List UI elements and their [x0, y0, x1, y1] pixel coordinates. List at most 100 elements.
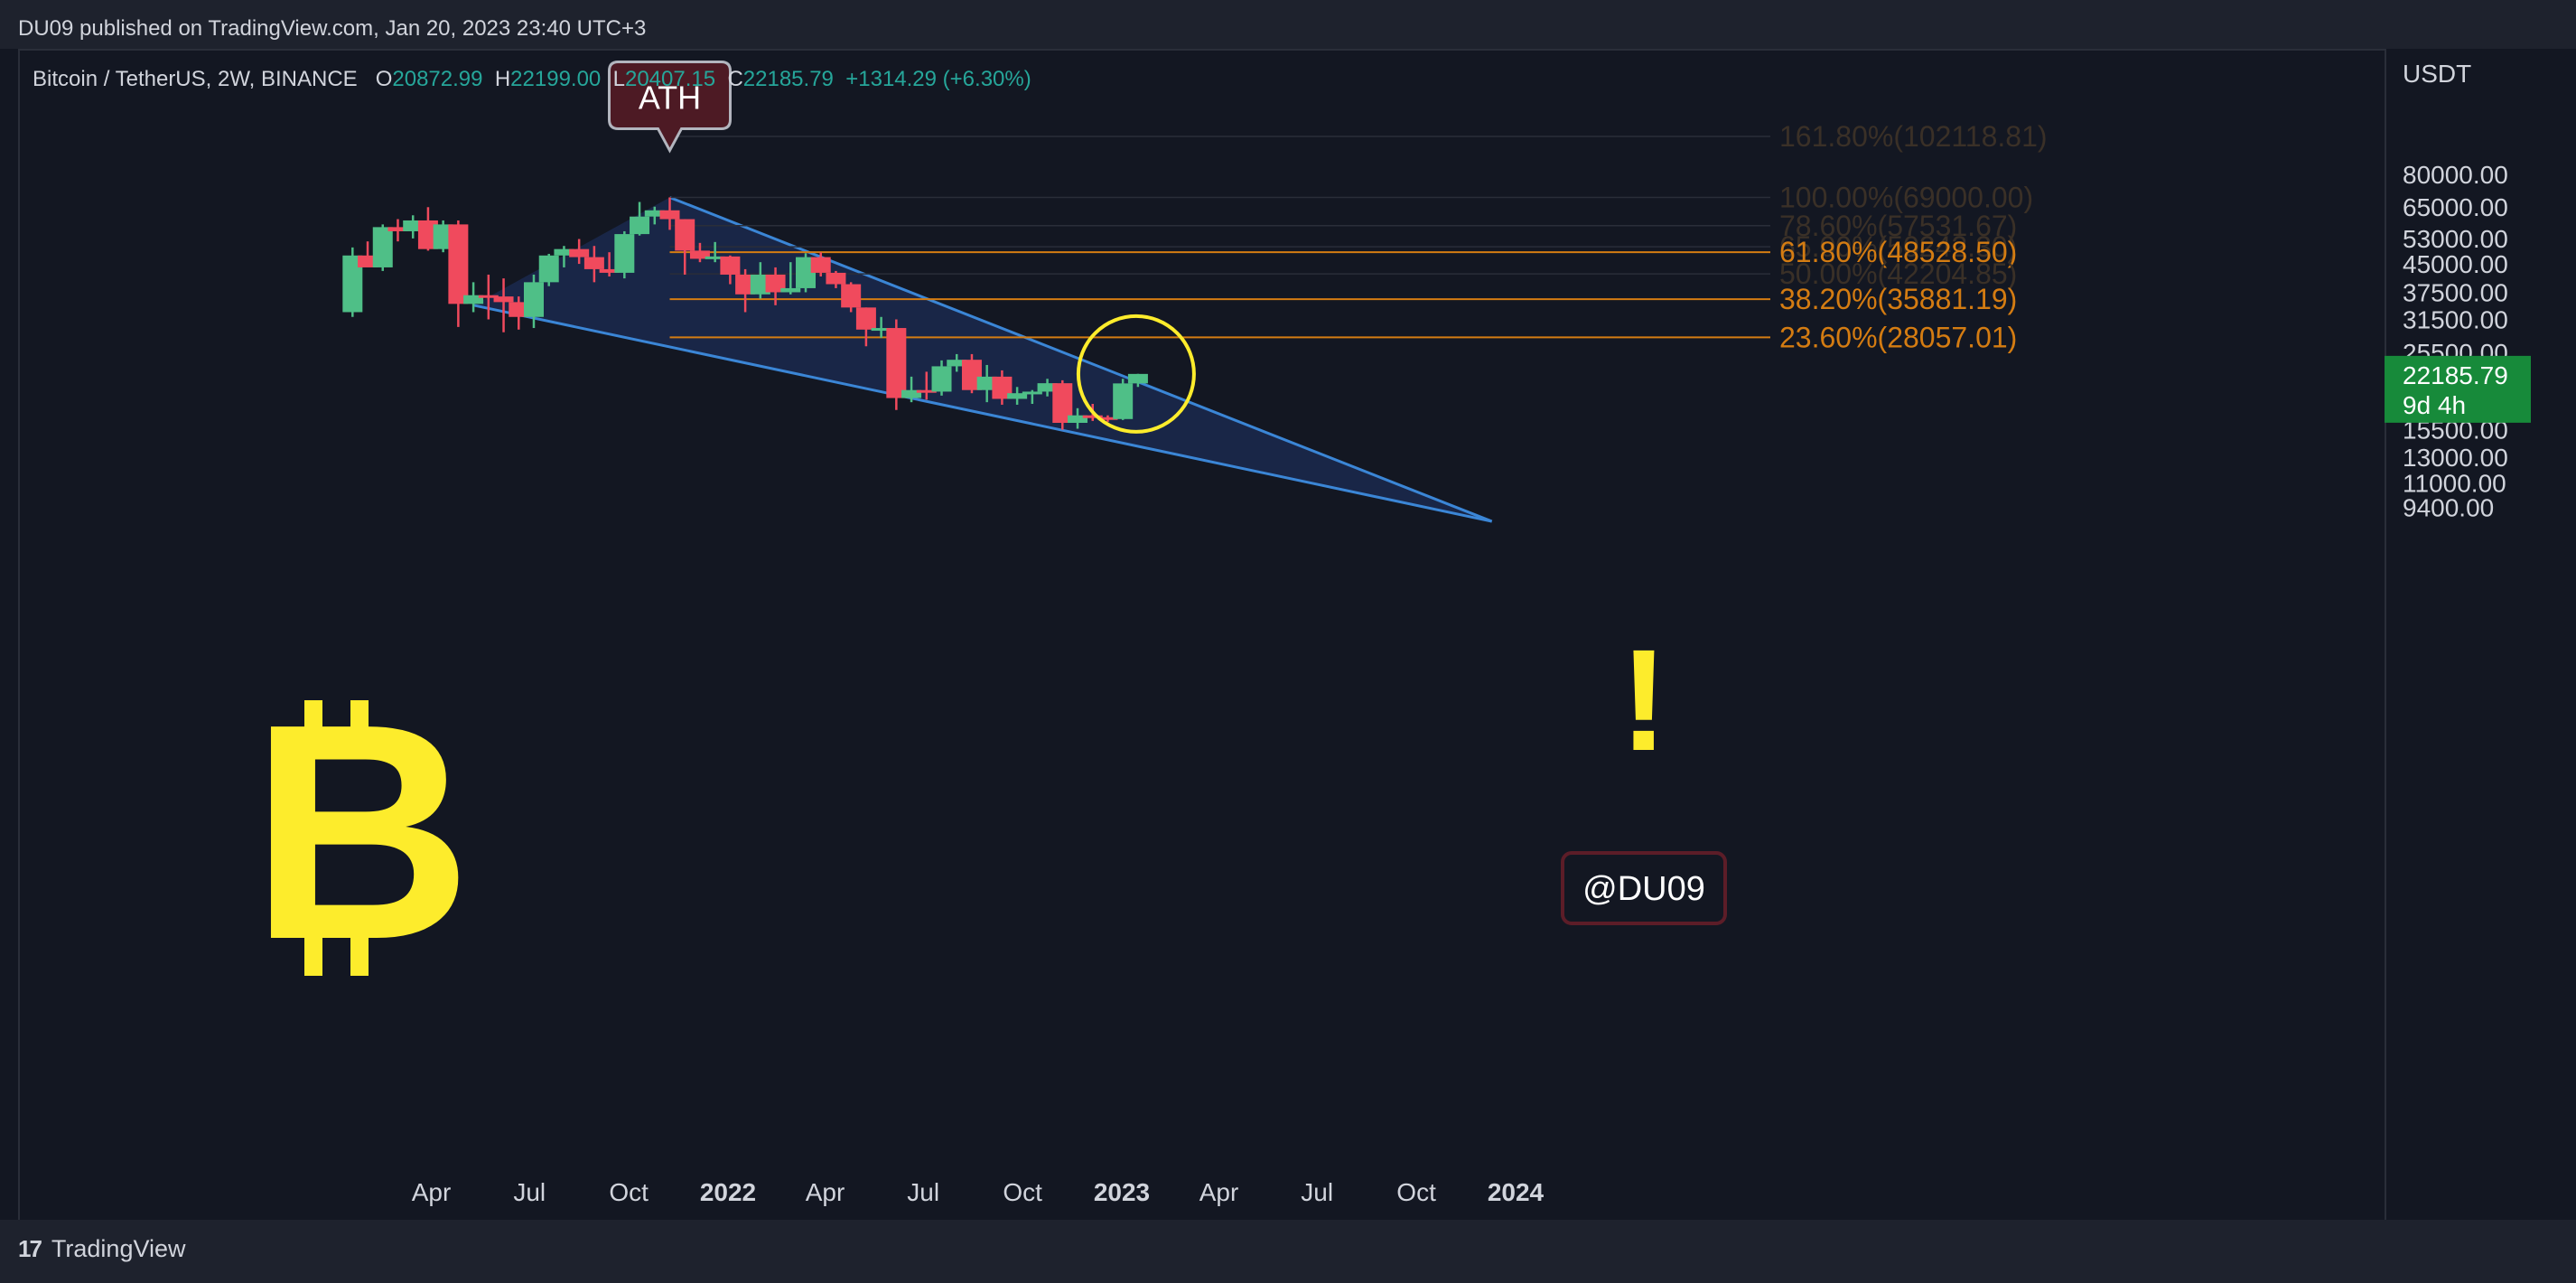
- tradingview-name: TradingView: [51, 1235, 186, 1262]
- symbol-name: Bitcoin / TetherUS, 2W, BINANCE: [33, 67, 358, 91]
- candle-body: [1113, 383, 1134, 419]
- candle-body: [1037, 383, 1058, 392]
- watermark-box: @DU09: [1561, 851, 1727, 925]
- candle-body: [750, 274, 770, 295]
- fib-retracement-group: 161.80%(102118.81) 100.00%(69000.00)78.60…: [669, 120, 2048, 353]
- publisher-bar: [0, 0, 2576, 49]
- symbol-legend[interactable]: Bitcoin / TetherUS, 2W, BINANCE O20872.9…: [33, 67, 1031, 92]
- high-label: H: [494, 67, 511, 91]
- last-price-value: 22185.79: [2403, 361, 2508, 389]
- low-value: 20407.15: [624, 67, 716, 91]
- time-tick-label: 2024: [1488, 1178, 1545, 1206]
- candle-body: [992, 376, 1013, 399]
- fib-label: 78.60%(57531.67): [1779, 210, 2017, 242]
- candle-body: [659, 210, 680, 220]
- candle-body: [1127, 373, 1148, 384]
- fib-label: 100.00%(69000.00): [1779, 181, 2033, 213]
- candle-body: [433, 224, 453, 249]
- candle-body: [448, 224, 469, 304]
- price-axis[interactable]: USDT 80000.00 65000.00 53000.0045000.003750…: [2385, 60, 2531, 522]
- candle-body: [871, 328, 891, 332]
- low-label: L: [612, 67, 625, 91]
- candle-body: [372, 227, 393, 267]
- candle-body: [810, 257, 831, 273]
- time-tick-label: Jul: [1301, 1178, 1333, 1206]
- candles-group: [342, 197, 1148, 430]
- candle-body: [358, 255, 378, 267]
- candle-body: [780, 287, 801, 293]
- time-tick-label: Oct: [1003, 1178, 1042, 1206]
- candle-body: [705, 256, 725, 259]
- candle-body: [1022, 391, 1042, 395]
- chart-frame: [18, 49, 2386, 1222]
- candle-body: [644, 210, 665, 217]
- candle-body: [947, 360, 967, 367]
- price-tick-label: 9400.00: [2403, 494, 2494, 522]
- candle-body: [1007, 393, 1028, 399]
- change-value: +1314.29 (+6.30%): [845, 67, 1031, 91]
- fib-label: 50.00%(42204.85): [1779, 258, 2017, 290]
- time-tick-label: 2022: [700, 1178, 756, 1206]
- candle-body: [387, 227, 408, 231]
- open-label: O: [375, 67, 393, 91]
- wedge-lower-line: [472, 304, 1493, 523]
- time-tick-label: Apr: [806, 1178, 845, 1206]
- watermark-text: @DU09: [1582, 870, 1705, 908]
- candle-body: [509, 302, 529, 317]
- fib-label: 23.60%(28057.01): [1779, 321, 2017, 353]
- time-tick-label: Apr: [412, 1178, 452, 1206]
- candle-body: [493, 296, 514, 303]
- footer-bar: [0, 1220, 2576, 1283]
- tradingview-logo-icon: 17: [18, 1235, 42, 1262]
- time-axis[interactable]: Apr Jul Oct 2022 Apr Jul Oct 2023 Apr Jul Oct 2024: [412, 1178, 1545, 1206]
- candle-body: [901, 389, 922, 398]
- candle-body: [689, 250, 710, 259]
- candle-body: [569, 248, 590, 258]
- time-tick-label: Apr: [1199, 1178, 1239, 1206]
- ath-bubble: [607, 60, 732, 154]
- annotations-group: ATH! @DU09: [607, 60, 1727, 925]
- price-tick-label: 31500.00: [2403, 305, 2508, 333]
- wedge-fill: [473, 197, 1492, 522]
- candle-body: [961, 360, 982, 390]
- candle-body: [1052, 383, 1073, 424]
- time-tick-label: Jul: [907, 1178, 939, 1206]
- tradingview-brand[interactable]: 17 TradingView: [18, 1235, 186, 1263]
- candle-body: [630, 216, 650, 235]
- last-price-bg: [2385, 355, 2531, 423]
- time-tick-label: Jul: [513, 1178, 546, 1206]
- candle-body: [614, 234, 635, 273]
- candle-body: [826, 272, 846, 285]
- candle-body: [886, 328, 907, 398]
- price-tick-label: 53000.00: [2403, 225, 2508, 253]
- candle-body: [538, 255, 559, 283]
- open-value: 20872.99: [392, 67, 483, 91]
- publisher-info: DU09 published on TradingView.com, Jan 2…: [18, 16, 647, 41]
- candle-body: [735, 274, 756, 295]
- price-tick-label: 11000.00: [2403, 470, 2506, 498]
- price-tick-label: 45000.00: [2403, 250, 2508, 278]
- candle-body: [417, 220, 438, 249]
- candle-body: [478, 295, 499, 298]
- candle-body: [976, 376, 997, 390]
- candle-body: [720, 256, 741, 275]
- last-price-countdown: 9d 4h: [2403, 391, 2466, 419]
- fib-label: 38.20%(35881.19): [1779, 283, 2017, 315]
- fib-label: 61.80%(48528.50): [1779, 236, 2017, 268]
- close-value: 22185.79: [742, 67, 834, 91]
- bitcoin-letter: B: [250, 660, 472, 1004]
- price-tick-label: 80000.00: [2403, 161, 2508, 189]
- candle-body: [583, 257, 604, 269]
- price-tick-label: 13000.00: [2403, 444, 2508, 472]
- candle-body: [1068, 415, 1088, 424]
- exclamation-mark-icon: !: [1619, 619, 1667, 781]
- candle-body: [916, 389, 937, 393]
- candle-body: [855, 307, 876, 330]
- price-tick-label: 65000.00: [2403, 193, 2508, 221]
- time-tick-label: Oct: [609, 1178, 649, 1206]
- candle-body: [796, 257, 817, 288]
- price-tick-label: 37500.00: [2403, 278, 2508, 306]
- candle-body: [554, 248, 574, 256]
- time-tick-label: 2023: [1094, 1178, 1150, 1206]
